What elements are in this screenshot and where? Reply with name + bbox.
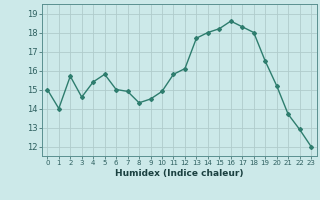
X-axis label: Humidex (Indice chaleur): Humidex (Indice chaleur) <box>115 169 244 178</box>
